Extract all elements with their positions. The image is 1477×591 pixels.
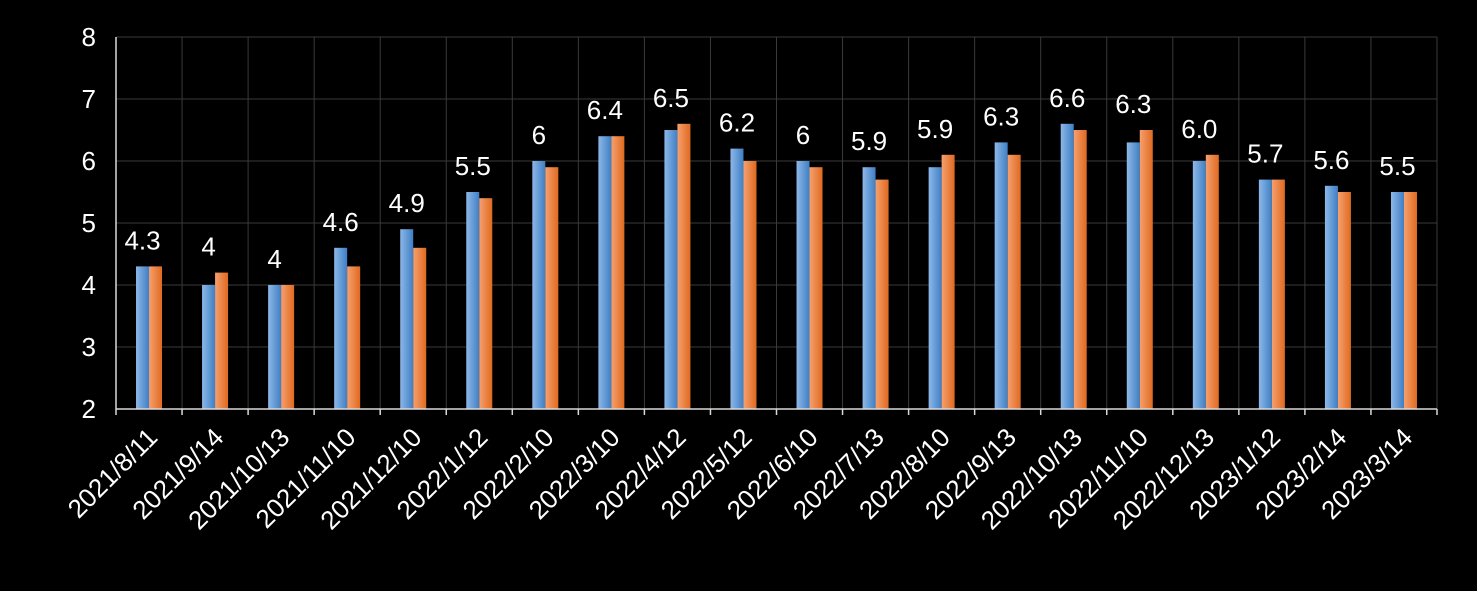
data-label: 6.0 xyxy=(1181,114,1217,144)
bar-series-1 xyxy=(1192,161,1206,409)
data-label: 6.5 xyxy=(653,83,689,113)
bar-series-2 xyxy=(545,167,559,409)
data-label: 4.6 xyxy=(323,207,359,237)
data-label: 6.3 xyxy=(983,101,1019,131)
bar-series-1 xyxy=(1390,192,1404,409)
bar-series-2 xyxy=(1337,192,1351,409)
data-label: 6 xyxy=(532,120,546,150)
bar-series-1 xyxy=(796,161,810,409)
bar-series-2 xyxy=(215,272,229,409)
bar-series-2 xyxy=(281,285,295,409)
bar-series-1 xyxy=(598,136,612,409)
y-tick-label: 8 xyxy=(82,22,96,52)
bar-series-1 xyxy=(268,285,282,409)
bar-series-1 xyxy=(862,167,876,409)
bar-series-1 xyxy=(334,247,348,409)
bar-series-2 xyxy=(1007,154,1021,409)
bar-series-1 xyxy=(1258,179,1272,409)
bar-series-2 xyxy=(677,123,691,410)
bar-series-2 xyxy=(809,167,823,409)
bar-series-1 xyxy=(1324,185,1338,409)
data-label: 5.6 xyxy=(1313,145,1349,175)
bar-series-1 xyxy=(730,148,744,409)
data-label: 6 xyxy=(796,120,810,150)
data-label: 5.7 xyxy=(1247,139,1283,169)
bar-series-2 xyxy=(743,161,757,409)
bar-series-2 xyxy=(413,247,427,409)
bar-series-2 xyxy=(1073,130,1087,409)
bar-series-2 xyxy=(149,266,163,409)
data-label: 5.5 xyxy=(455,151,491,181)
data-label: 4.3 xyxy=(124,225,160,255)
y-tick-label: 6 xyxy=(82,146,96,176)
data-label: 5.9 xyxy=(917,114,953,144)
bar-series-2 xyxy=(941,154,955,409)
y-tick-label: 3 xyxy=(82,332,96,362)
bar-series-2 xyxy=(479,198,493,409)
bar-series-1 xyxy=(664,130,678,409)
bar-series-2 xyxy=(1139,130,1153,409)
bars xyxy=(136,123,1417,410)
bar-series-1 xyxy=(202,285,216,409)
bar-series-1 xyxy=(532,161,546,409)
data-label: 4.9 xyxy=(389,188,425,218)
data-label: 6.6 xyxy=(1049,83,1085,113)
bar-series-1 xyxy=(1060,123,1074,410)
data-label: 4 xyxy=(201,232,215,262)
data-label: 6.3 xyxy=(1115,89,1151,119)
data-label: 5.9 xyxy=(851,126,887,156)
bar-series-1 xyxy=(1126,142,1140,409)
y-tick-label: 2 xyxy=(82,394,96,424)
bar-series-2 xyxy=(1271,179,1285,409)
y-tick-label: 5 xyxy=(82,208,96,238)
bar-series-1 xyxy=(928,167,942,409)
bar-series-1 xyxy=(136,266,150,409)
bar-series-2 xyxy=(347,266,361,409)
axes xyxy=(115,37,1438,415)
y-tick-label: 7 xyxy=(82,84,96,114)
bar-series-2 xyxy=(875,179,889,409)
bar-series-1 xyxy=(466,192,480,409)
bar-series-2 xyxy=(1205,154,1219,409)
data-label: 6.4 xyxy=(587,95,623,125)
bar-series-2 xyxy=(611,136,625,409)
bar-series-1 xyxy=(400,229,414,409)
data-label: 5.5 xyxy=(1379,151,1415,181)
bar-series-2 xyxy=(1403,192,1417,409)
gridlines xyxy=(116,36,1438,409)
data-label: 6.2 xyxy=(719,108,755,138)
bar-series-1 xyxy=(994,142,1008,409)
y-tick-label: 4 xyxy=(82,270,96,300)
data-label: 4 xyxy=(267,244,281,274)
